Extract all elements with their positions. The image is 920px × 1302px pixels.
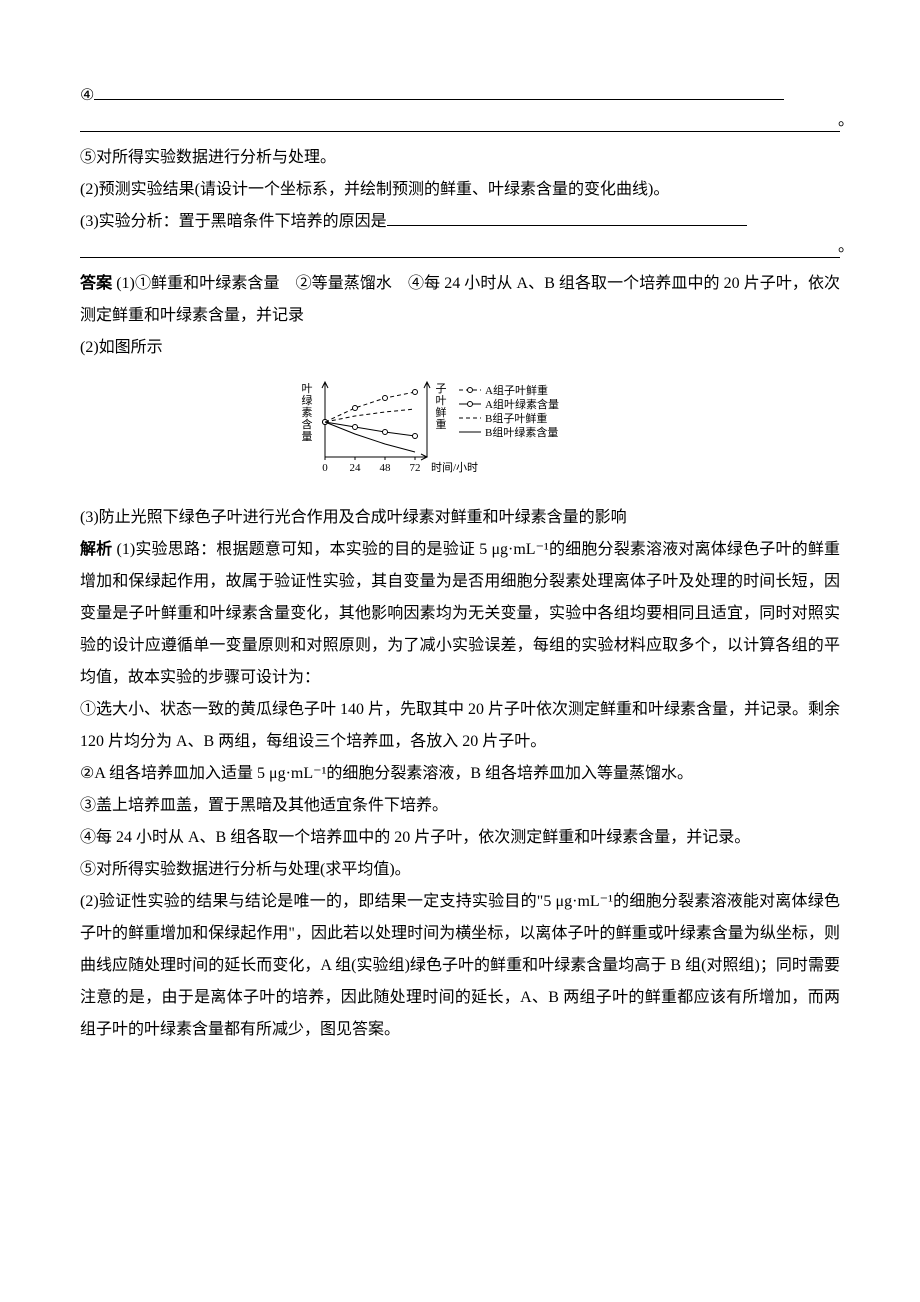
explain-s1: ①选大小、状态一致的黄瓜绿色子叶 140 片，先取其中 20 片子叶依次测定鲜重…: [80, 694, 840, 758]
svg-text:B组子叶鲜重: B组子叶鲜重: [485, 411, 547, 425]
svg-text:重: 重: [436, 417, 447, 431]
question-3-trail: 。: [838, 231, 854, 263]
svg-text:72: 72: [410, 462, 421, 474]
svg-text:48: 48: [380, 462, 392, 474]
answer-chart: 0244872时间/小时叶绿素含量子叶鲜重A组子叶鲜重A组叶绿素含量B组子叶鲜重…: [80, 372, 840, 494]
explain-s4: ④每 24 小时从 A、B 组各取一个培养皿中的 20 片子叶，依次测定鲜重和叶…: [80, 822, 840, 854]
explain-label: 解析: [80, 541, 112, 558]
explain-s3: ③盖上培养皿盖，置于黑暗及其他适宜条件下培养。: [80, 790, 840, 822]
question-2: (2)预测实验结果(请设计一个坐标系，并绘制预测的鲜重、叶绿素含量的变化曲线)。: [80, 174, 840, 206]
svg-text:绿: 绿: [302, 393, 313, 407]
svg-text:叶: 叶: [436, 394, 447, 407]
svg-text:A组叶绿素含量: A组叶绿素含量: [485, 397, 559, 411]
question-3-line: (3)实验分析：置于黑暗条件下培养的原因是: [80, 206, 840, 238]
blank-full-line-2: 。: [80, 238, 840, 258]
svg-text:时间/小时: 时间/小时: [431, 461, 478, 474]
chart-svg: 0244872时间/小时叶绿素含量子叶鲜重A组子叶鲜重A组叶绿素含量B组子叶鲜重…: [285, 372, 635, 482]
blank-underline: [94, 83, 784, 100]
svg-text:子: 子: [436, 382, 447, 395]
blank-underline: [387, 209, 747, 226]
svg-text:B组叶绿素含量: B组叶绿素含量: [485, 425, 558, 439]
explain-s2: ②A 组各培养皿加入适量 5 μg·mL⁻¹的细胞分裂素溶液，B 组各培养皿加入…: [80, 758, 840, 790]
item-4-lead: ④: [80, 87, 94, 104]
svg-text:叶: 叶: [302, 382, 313, 395]
explain-p1: 解析 (1)实验思路：根据题意可知，本实验的目的是验证 5 μg·mL⁻¹的细胞…: [80, 534, 840, 694]
explain-p2: (2)验证性实验的结果与结论是唯一的，即结果一定支持实验目的"5 μg·mL⁻¹…: [80, 886, 840, 1046]
item-4-line: ④: [80, 80, 840, 112]
svg-text:鲜: 鲜: [436, 405, 447, 419]
page: ④ 。 ⑤对所得实验数据进行分析与处理。 (2)预测实验结果(请设计一个坐标系，…: [0, 0, 920, 1106]
svg-text:0: 0: [322, 462, 328, 474]
blank-full-line: 。: [80, 112, 840, 132]
item-5: ⑤对所得实验数据进行分析与处理。: [80, 142, 840, 174]
svg-text:A组子叶鲜重: A组子叶鲜重: [485, 383, 548, 397]
svg-text:含: 含: [302, 417, 313, 431]
explain-p1-text: (1)实验思路：根据题意可知，本实验的目的是验证 5 μg·mL⁻¹的细胞分裂素…: [80, 541, 840, 686]
answer-1: (1)①鲜重和叶绿素含量 ②等量蒸馏水 ④每 24 小时从 A、B 组各取一个培…: [80, 275, 840, 324]
answer-3: (3)防止光照下绿色子叶进行光合作用及合成叶绿素对鲜重和叶绿素含量的影响: [80, 502, 840, 534]
question-3-lead: (3)实验分析：置于黑暗条件下培养的原因是: [80, 213, 387, 230]
svg-text:量: 量: [302, 430, 313, 443]
answer-label: 答案: [80, 275, 112, 292]
explain-s5: ⑤对所得实验数据进行分析与处理(求平均值)。: [80, 854, 840, 886]
answer-line-1: 答案 (1)①鲜重和叶绿素含量 ②等量蒸馏水 ④每 24 小时从 A、B 组各取…: [80, 268, 840, 332]
item-4-trail: 。: [838, 105, 854, 137]
answer-2-lead: (2)如图所示: [80, 332, 840, 364]
svg-text:24: 24: [350, 462, 362, 474]
svg-text:素: 素: [302, 406, 313, 419]
